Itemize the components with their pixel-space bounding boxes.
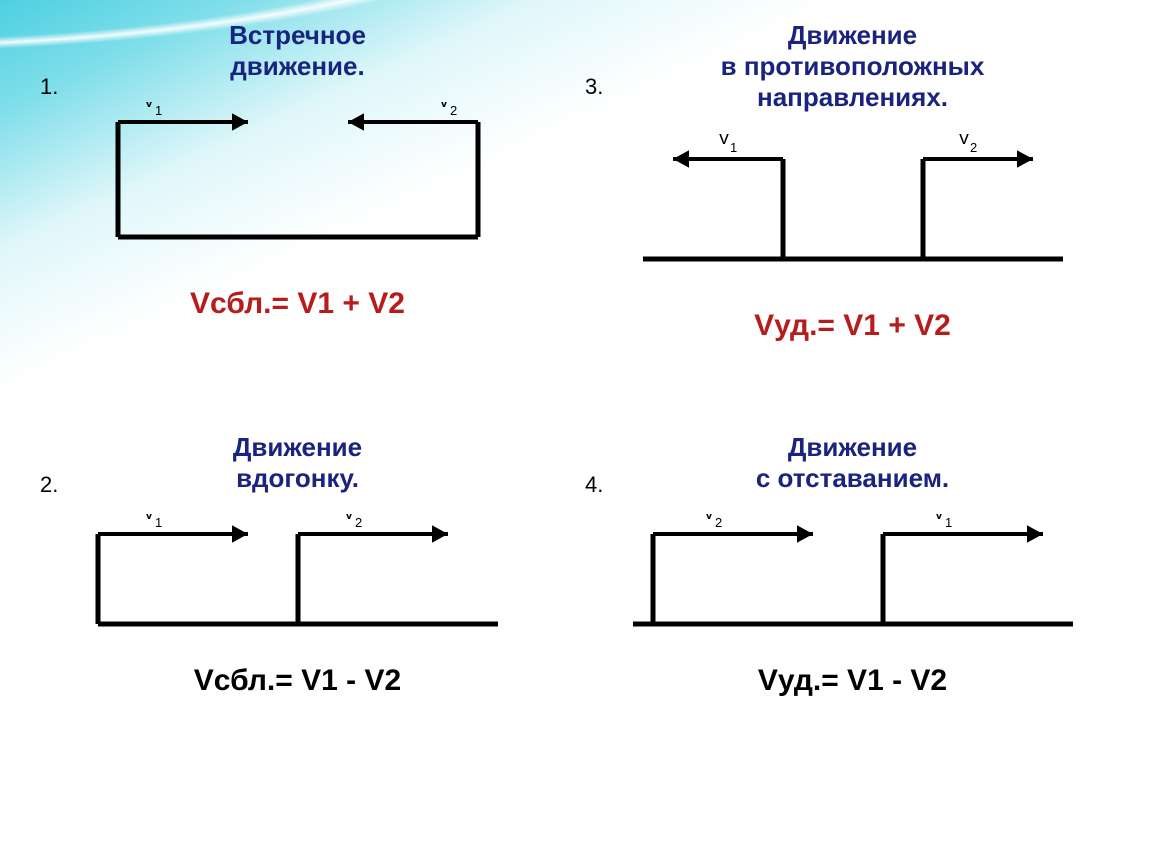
title-line: Встречное xyxy=(48,20,548,51)
formula: Vуд.= V1 + V2 xyxy=(575,309,1130,343)
motion-diagram: V1 V2 xyxy=(643,134,1063,284)
panel-number: 2. xyxy=(40,472,58,498)
title-line: с отставанием. xyxy=(603,463,1103,494)
title-line: вдогонку. xyxy=(48,463,548,494)
svg-text:V2: V2 xyxy=(343,514,362,530)
panel-title: Движениес отставанием. xyxy=(603,432,1103,494)
svg-text:V2: V2 xyxy=(438,102,457,118)
panel-title: Движениевдогонку. xyxy=(48,432,548,494)
title-line: направлениях. xyxy=(603,82,1103,113)
panel-title: Движениев противоположныхнаправлениях. xyxy=(603,20,1103,114)
panel-2: 2. Движениевдогонку. V1 V2 Vсбл.= V1 - V2 xyxy=(20,432,575,844)
formula: Vуд.= V1 - V2 xyxy=(575,664,1130,698)
svg-text:V2: V2 xyxy=(703,514,722,530)
formula: Vсбл.= V1 - V2 xyxy=(20,664,575,698)
motion-diagram: V1 V2 xyxy=(88,514,508,644)
title-line: Движение xyxy=(603,20,1103,51)
title-line: Движение xyxy=(603,432,1103,463)
motion-diagram: V2 V1 xyxy=(633,514,1073,644)
panel-number: 4. xyxy=(585,472,603,498)
title-line: Движение xyxy=(48,432,548,463)
panel-1: 1. Встречноедвижение. V1 V2 Vсбл.= V1 + V… xyxy=(20,20,575,432)
diagram-grid: 1. Встречноедвижение. V1 V2 Vсбл.= V1 + V… xyxy=(0,20,1150,864)
svg-text:V1: V1 xyxy=(933,514,952,530)
panel-4: 4. Движениес отставанием. V2 V1 Vуд.= V1 … xyxy=(575,432,1130,844)
svg-text:V2: V2 xyxy=(958,134,977,155)
svg-text:V1: V1 xyxy=(143,514,162,530)
panel-3: 3. Движениев противоположныхнаправлениях… xyxy=(575,20,1130,432)
formula: Vсбл.= V1 + V2 xyxy=(20,287,575,321)
motion-diagram: V1 V2 xyxy=(108,102,488,262)
title-line: в противоположных xyxy=(603,51,1103,82)
panel-number: 1. xyxy=(40,74,58,100)
svg-text:V1: V1 xyxy=(143,102,162,118)
title-line: движение. xyxy=(48,51,548,82)
svg-text:V1: V1 xyxy=(718,134,737,155)
panel-title: Встречноедвижение. xyxy=(48,20,548,82)
panel-number: 3. xyxy=(585,74,603,100)
